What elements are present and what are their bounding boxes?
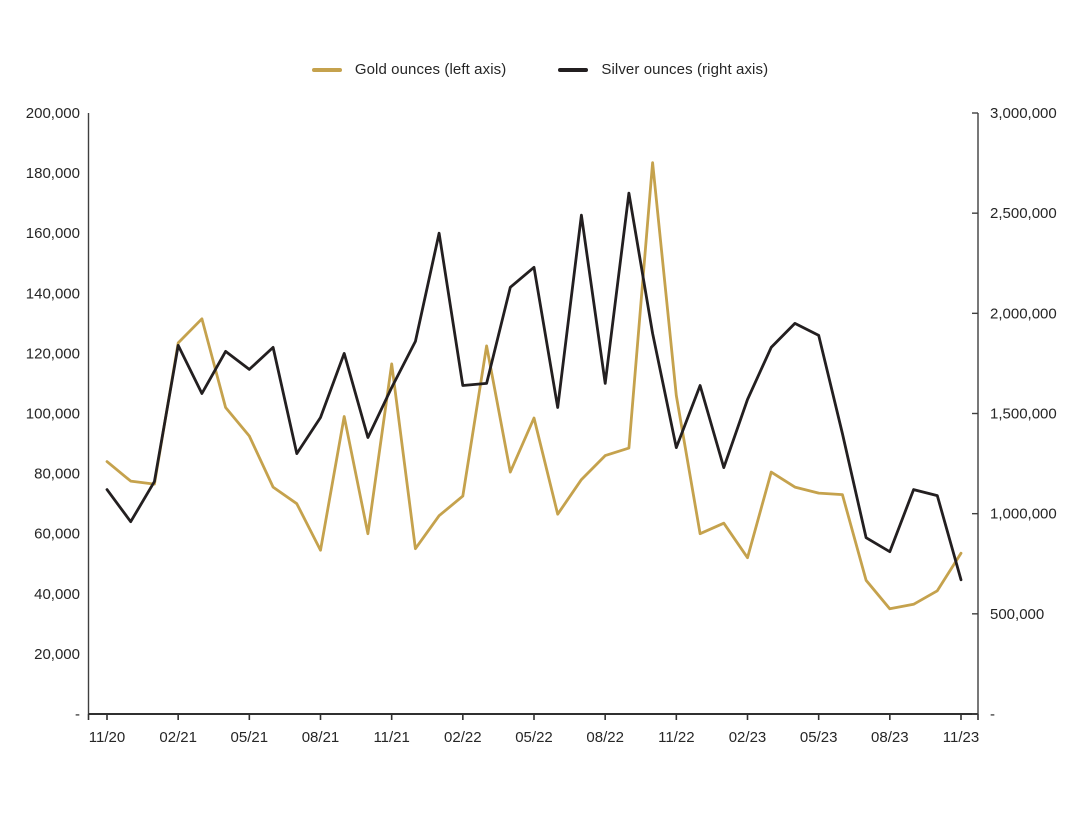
left-axis-tick-label: 20,000 bbox=[34, 646, 80, 663]
x-axis-tick-label: 02/23 bbox=[729, 729, 767, 746]
left-axis-tick-label: 140,000 bbox=[26, 285, 80, 302]
right-axis-tick-label: 3,000,000 bbox=[990, 105, 1057, 122]
gold-series-swatch-icon bbox=[311, 67, 342, 72]
left-axis-tick-label: 80,000 bbox=[34, 466, 80, 483]
left-axis-tick-label: 120,000 bbox=[26, 345, 80, 362]
x-axis-tick-label: 08/22 bbox=[586, 729, 624, 746]
x-axis-tick-label: 11/20 bbox=[89, 729, 125, 746]
right-axis-tick-label: 500,000 bbox=[990, 606, 1044, 623]
left-axis-tick-label: 40,000 bbox=[34, 586, 80, 603]
x-axis-tick-label: 11/22 bbox=[658, 729, 694, 746]
x-axis-tick-label: 05/21 bbox=[231, 729, 269, 746]
left-axis-tick-label: 160,000 bbox=[26, 225, 80, 242]
left-axis-tick-label: 100,000 bbox=[26, 406, 80, 423]
left-axis-tick-label: 60,000 bbox=[34, 526, 80, 543]
x-axis-tick-label: 02/21 bbox=[159, 729, 197, 746]
x-axis-tick-label: 05/23 bbox=[800, 729, 838, 746]
right-axis-tick-label: 1,500,000 bbox=[990, 406, 1057, 423]
x-axis-tick-label: 05/22 bbox=[515, 729, 553, 746]
legend-item-silver: Silver ounces (right axis) bbox=[558, 61, 768, 78]
x-axis-tick-label: 11/21 bbox=[373, 729, 409, 746]
x-axis-tick-label: 02/22 bbox=[444, 729, 482, 746]
x-axis-tick-label: 11/23 bbox=[943, 729, 979, 746]
right-axis-tick-label: 2,500,000 bbox=[990, 205, 1057, 222]
legend-item-gold: Gold ounces (left axis) bbox=[311, 61, 507, 78]
right-axis-tick-label: 1,000,000 bbox=[990, 506, 1057, 523]
legend-label-silver: Silver ounces (right axis) bbox=[601, 61, 769, 78]
legend-label-gold: Gold ounces (left axis) bbox=[354, 61, 507, 78]
right-axis-tick-label: - bbox=[990, 706, 995, 723]
gold-series-line bbox=[105, 161, 963, 611]
left-axis-tick-label: 180,000 bbox=[26, 165, 80, 182]
x-axis-tick-label: 08/21 bbox=[302, 729, 340, 746]
silver-series-line bbox=[105, 191, 963, 582]
silver-series-swatch-icon bbox=[558, 67, 589, 72]
left-axis-tick-label: - bbox=[75, 706, 80, 723]
x-axis-tick-label: 08/23 bbox=[871, 729, 909, 746]
right-axis-tick-label: 2,000,000 bbox=[990, 305, 1057, 322]
left-axis-tick-label: 200,000 bbox=[26, 105, 80, 122]
chart-legend: Gold ounces (left axis) Silver ounces (r… bbox=[0, 61, 1080, 78]
